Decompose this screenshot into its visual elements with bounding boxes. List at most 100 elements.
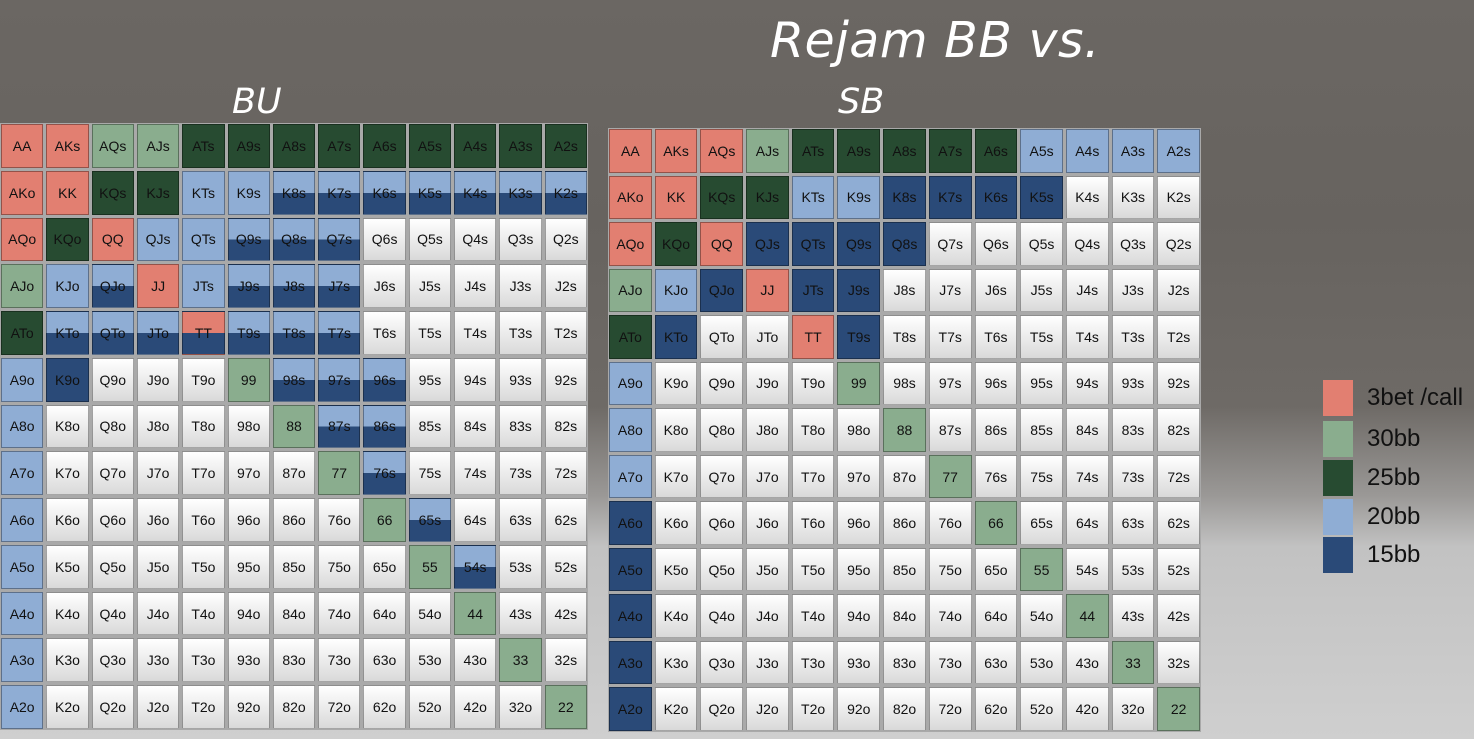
hand-cell: 86o <box>272 498 316 542</box>
hand-cell: A6s <box>974 129 1018 173</box>
hand-cell: 76s <box>363 451 406 496</box>
hand-cell: A3s <box>499 124 542 168</box>
hand-cell: 54s <box>454 544 497 589</box>
hand-cell: J4s <box>454 264 497 309</box>
hand-cell: Q5o <box>91 544 134 589</box>
hand-cell: 99 <box>837 361 881 406</box>
hand-cell: 76s <box>974 454 1018 499</box>
hand-cell: 92o <box>837 687 881 731</box>
hand-cell: A7o <box>609 454 652 499</box>
hand-cell: T3s <box>499 311 542 355</box>
legend-item-3bet-call: 3bet /call <box>1323 380 1463 416</box>
hand-cell: 88 <box>272 404 316 449</box>
hand-cell: K4s <box>1065 175 1109 220</box>
legend-item-25bb: 25bb <box>1323 460 1420 496</box>
hand-cell: Q4s <box>454 217 497 262</box>
hand-cell: T3o <box>182 638 225 683</box>
hand-cell: J6s <box>363 264 406 309</box>
hand-cell: T6o <box>182 498 225 542</box>
hand-cell: 72o <box>318 685 361 729</box>
hand-cell: A9s <box>837 129 881 173</box>
hand-cell: AJo <box>609 268 652 313</box>
range-grid-bu: AA AKs AQs AJs ATs A9s A8s A7s A6s A5s A4s A3s A2s AK… <box>0 123 588 730</box>
hand-cell: Q3s <box>1111 222 1155 266</box>
hand-cell: 52o <box>408 685 452 729</box>
hand-cell: 85s <box>1020 408 1063 452</box>
hand-cell: 77 <box>318 451 361 496</box>
hand-cell: A9o <box>609 361 652 406</box>
legend-item-30bb: 30bb <box>1323 421 1420 457</box>
legend-item-20bb: 20bb <box>1323 499 1420 535</box>
hand-cell: T3o <box>791 640 835 685</box>
hand-cell: 83o <box>883 640 926 685</box>
hand-cell: K6s <box>363 170 406 215</box>
legend-swatch <box>1323 499 1353 535</box>
hand-cell: J5o <box>746 547 789 592</box>
hand-cell: T4s <box>1065 315 1109 359</box>
hand-cell: 82o <box>883 687 926 731</box>
legend-label: 15bb <box>1367 541 1421 568</box>
hand-cell: K9o <box>46 357 89 402</box>
hand-cell: 53s <box>499 544 542 589</box>
hand-cell: KTo <box>46 311 89 355</box>
hand-cell: 95s <box>1020 361 1063 406</box>
hand-cell: K3o <box>654 640 698 685</box>
hand-cell: 98o <box>227 404 270 449</box>
hand-cell: T2s <box>544 311 587 355</box>
hand-cell: 43s <box>499 591 542 636</box>
hand-cell: A3o <box>609 640 652 685</box>
hand-cell: 64s <box>454 498 497 542</box>
hand-cell: 33 <box>1111 640 1155 685</box>
hand-cell: 66 <box>363 498 406 542</box>
hand-cell: T5o <box>182 544 225 589</box>
hand-cell: 32s <box>544 638 587 683</box>
hand-cell: J9s <box>227 264 270 309</box>
hand-cell: 92s <box>1157 361 1200 406</box>
hand-cell: 96o <box>837 501 881 545</box>
hand-cell: A5o <box>609 547 652 592</box>
hand-cell: A9s <box>227 124 270 168</box>
hand-cell: Q9o <box>91 357 134 402</box>
hand-cell: Q7s <box>318 217 361 262</box>
hand-cell: A7s <box>928 129 972 173</box>
hand-cell: T4s <box>454 311 497 355</box>
hand-cell: J5s <box>408 264 452 309</box>
hand-cell: 54o <box>408 591 452 636</box>
hand-cell: TT <box>791 315 835 359</box>
hand-cell: A8s <box>883 129 926 173</box>
hand-cell: QJo <box>700 268 744 313</box>
hand-cell: 73o <box>318 638 361 683</box>
hand-cell: KK <box>46 170 89 215</box>
hand-cell: Q8s <box>272 217 316 262</box>
hand-cell: KTs <box>182 170 225 215</box>
hand-cell: J3o <box>136 638 180 683</box>
legend-label: 25bb <box>1367 464 1421 491</box>
hand-cell: Q8s <box>883 222 926 266</box>
hand-cell: A8s <box>272 124 316 168</box>
legend-swatch <box>1323 421 1353 457</box>
hand-cell: K7o <box>46 451 89 496</box>
hand-cell: 75o <box>318 544 361 589</box>
hand-cell: KQs <box>700 175 744 220</box>
hand-cell: 64o <box>363 591 406 636</box>
hand-cell: K4o <box>46 591 89 636</box>
hand-cell: 52o <box>1020 687 1063 731</box>
hand-cell: Q6o <box>700 501 744 545</box>
hand-cell: A4o <box>609 594 652 638</box>
hand-cell: K7s <box>928 175 972 220</box>
hand-cell: A4s <box>1065 129 1109 173</box>
hand-cell: 83s <box>499 404 542 449</box>
hand-cell: 85o <box>883 547 926 592</box>
hand-cell: 84o <box>883 594 926 638</box>
hand-cell: JTo <box>136 311 180 355</box>
hand-cell: 62o <box>974 687 1018 731</box>
hand-cell: 88 <box>883 408 926 452</box>
hand-cell: A8o <box>609 408 652 452</box>
hand-cell: Q9s <box>837 222 881 266</box>
hand-cell: J2o <box>136 685 180 729</box>
hand-cell: A2s <box>1157 129 1200 173</box>
hand-cell: 73s <box>1111 454 1155 499</box>
hand-cell: 95o <box>227 544 270 589</box>
hand-cell: A4o <box>1 591 44 636</box>
hand-cell: 85s <box>408 404 452 449</box>
